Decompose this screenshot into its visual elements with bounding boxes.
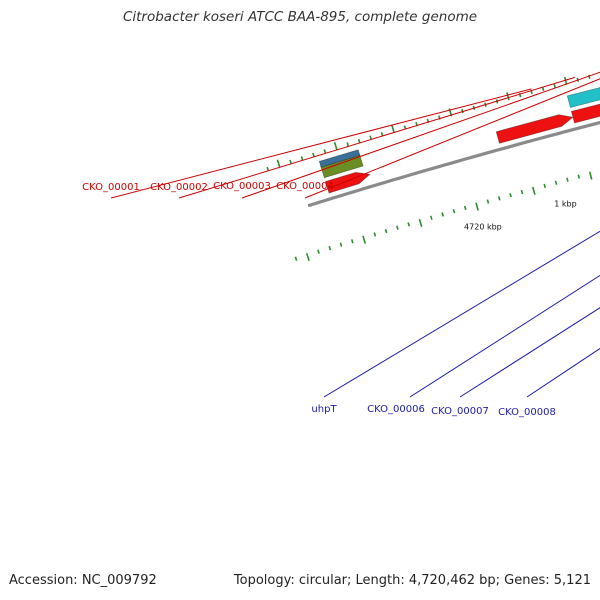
outer-minor-tick (312, 152, 315, 158)
inner-minor-tick (554, 180, 558, 185)
leader-line-cko-00001 (110, 88, 532, 199)
inner-major-tick (418, 218, 423, 228)
inner-major-tick (362, 235, 367, 244)
inner-minor-tick (373, 232, 377, 237)
gene-label-cko-00002: CKO_00002 (150, 182, 208, 193)
inner-minor-tick (486, 199, 490, 204)
outer-minor-tick (323, 149, 327, 154)
outer-minor-tick (553, 83, 556, 89)
gene-label-cko-00001: CKO_00001 (82, 182, 140, 193)
leader-line-cko-00006 (409, 274, 600, 398)
inner-minor-tick (407, 222, 411, 227)
gene-label-cko-00003: CKO_00003 (213, 181, 271, 192)
outer-minor-tick (346, 142, 350, 147)
feature-cko-00002 (570, 103, 600, 124)
genome-summary: Topology: circular; Length: 4,720,462 bp… (233, 573, 591, 588)
backbone-line (307, 120, 600, 208)
inner-minor-tick (452, 209, 456, 214)
map-title: Citrobacter koseri ATCC BAA-895, complet… (122, 9, 478, 25)
tick-label-4720-kbp: 4720 kbp (464, 222, 502, 231)
outer-major-tick (276, 159, 281, 168)
outer-major-tick (391, 124, 395, 134)
leader-line-uhpt (323, 230, 600, 398)
gene-label-uhpt: uhpT (311, 404, 337, 415)
accession-text: Accession: NC_009792 (9, 573, 157, 588)
outer-minor-tick (380, 132, 384, 137)
inner-major-tick (475, 202, 479, 211)
leader-line-cko-00002 (178, 76, 575, 199)
tick-label-1-kbp: 1 kbp (554, 200, 576, 209)
inner-minor-tick (463, 205, 467, 211)
inner-minor-tick (441, 212, 444, 217)
leader-line-cko-00004 (304, 78, 600, 199)
gene-features (318, 87, 600, 194)
outer-minor-tick (588, 74, 591, 79)
feature-cko-00002-cds (566, 87, 600, 108)
inner-minor-tick (577, 174, 581, 179)
inner-major-tick (305, 253, 310, 262)
inner-minor-tick (509, 193, 512, 198)
outer-minor-tick (357, 138, 361, 144)
feature-prev-forward (325, 171, 371, 194)
gene-labels: CKO_00001 CKO_00002 CKO_00003 CKO_00004 uhpT… (82, 71, 600, 418)
feature-prev-forward-c (318, 149, 361, 168)
gene-label-cko-00004: CKO_00004 (276, 181, 334, 192)
outer-major-tick (563, 76, 568, 85)
outer-minor-tick (289, 159, 292, 165)
inner-minor-tick (317, 249, 320, 254)
leader-line-cko-00007 (459, 307, 600, 398)
outer-major-tick (506, 92, 510, 101)
inner-minor-tick (520, 189, 524, 195)
inner-minor-tick (294, 256, 298, 261)
inner-minor-tick (396, 225, 399, 230)
inner-minor-tick (429, 215, 433, 220)
inner-minor-tick (384, 228, 388, 234)
gene-label-cko-00007: CKO_00007 (431, 406, 489, 417)
outer-major-tick (333, 141, 338, 151)
inner-minor-tick (543, 183, 546, 188)
inner-major-tick (532, 186, 536, 195)
inner-minor-tick (350, 239, 354, 244)
inner-major-tick (588, 171, 593, 180)
inner-minor-tick (497, 196, 501, 201)
outer-minor-tick (369, 135, 372, 140)
genome-backbone (307, 120, 600, 208)
gene-label-cko-00008: CKO_00008 (498, 407, 556, 418)
feature-cko-00001 (495, 114, 574, 144)
inner-minor-tick (328, 246, 332, 251)
leader-line-cko-00003 (241, 71, 600, 199)
outer-minor-tick (461, 108, 464, 114)
inner-minor-tick (339, 242, 343, 247)
gene-label-cko-00006: CKO_00006 (367, 404, 425, 415)
outer-minor-tick (300, 156, 304, 161)
outer-minor-tick (266, 166, 270, 172)
inner-minor-tick (566, 177, 569, 182)
